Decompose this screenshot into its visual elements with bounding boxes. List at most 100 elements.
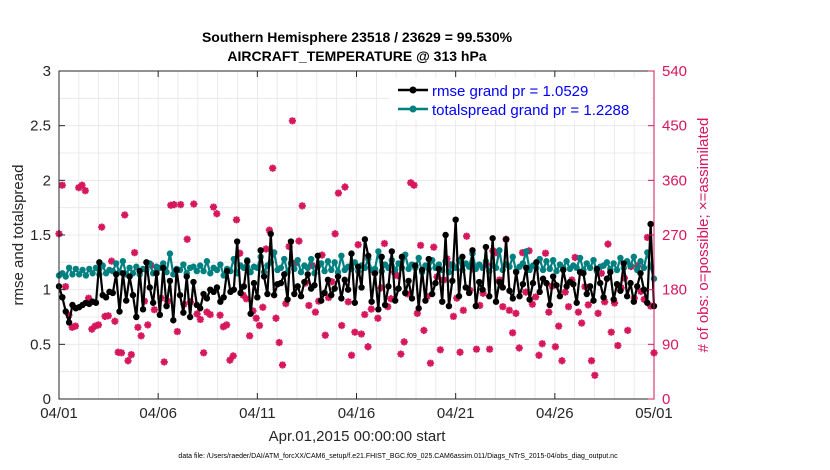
rmse-series-point <box>546 301 553 309</box>
rmse-series-point <box>112 271 120 278</box>
obs-count-point <box>324 293 333 302</box>
x-tick-label: 05/01 <box>635 405 673 422</box>
totalspread-series-point <box>207 270 214 277</box>
obs-count-point <box>334 189 343 197</box>
obs-count-point <box>61 283 70 291</box>
obs-count-point <box>512 309 520 317</box>
rmse-series-point <box>123 297 130 304</box>
rmse-series-point <box>539 275 547 282</box>
obs-count-point <box>492 249 500 257</box>
totalspread-series-point <box>304 264 311 271</box>
rmse-series-point <box>149 299 157 306</box>
rmse-series-point <box>607 268 614 276</box>
obs-count-point <box>463 232 471 240</box>
obs-count-point <box>65 311 73 319</box>
obs-count-point <box>252 314 260 322</box>
rmse-series-point <box>59 294 66 301</box>
x-tick-label: 04/06 <box>139 405 177 422</box>
rmse-series-point <box>512 268 520 276</box>
y-tick-label: 2.5 <box>30 118 51 135</box>
rmse-series-point <box>277 279 285 287</box>
obs-count-point <box>522 288 530 296</box>
obs-count-point <box>200 349 208 357</box>
rmse-series-point <box>455 293 463 300</box>
rmse-series-point <box>136 267 143 275</box>
rmse-series-point <box>304 271 311 278</box>
rmse-series-point <box>583 290 590 298</box>
rmse-series-point <box>610 296 617 303</box>
obs-count-point <box>150 306 158 314</box>
totalspread-series-point <box>294 256 301 264</box>
rmse-series-point <box>415 305 422 312</box>
obs-count-point <box>374 314 382 322</box>
rmse-series-point <box>321 289 328 297</box>
obs-count-point <box>535 351 543 359</box>
y-tick-label: 0 <box>43 391 51 408</box>
rmse-series-point <box>220 294 227 301</box>
rmse-series-point <box>590 297 597 304</box>
obs-count-point <box>219 323 227 331</box>
x-tick-label: 04/11 <box>239 405 275 422</box>
rmse-series-point <box>291 290 298 298</box>
obs-count-point <box>532 293 540 301</box>
totalspread-series-point <box>583 260 590 267</box>
obs-count-point <box>341 183 349 191</box>
obs-count-point <box>393 272 402 280</box>
obs-count-point <box>107 257 116 265</box>
obs-count-point <box>249 307 257 315</box>
rmse-series-point <box>560 266 567 274</box>
totalspread-series-point <box>112 260 120 267</box>
rmse-series-point <box>102 294 110 301</box>
obs-count-point <box>269 164 277 172</box>
rmse-series-point <box>408 295 416 302</box>
obs-count-point <box>196 315 204 324</box>
obs-count-point <box>578 319 586 327</box>
obs-count-point <box>321 331 329 339</box>
obs-count-point <box>423 292 431 300</box>
axes: 04/01 04/06 04/11 04/16 04/21 04/26 05/0100.51… <box>30 63 687 422</box>
totalspread-series-point <box>627 262 634 269</box>
rmse-series-point <box>613 281 621 288</box>
y2-tick-label: 360 <box>662 172 687 189</box>
rmse-series-point <box>354 263 362 270</box>
obs-count-point <box>426 359 435 367</box>
obs-count-point <box>58 181 66 189</box>
rmse-series-point <box>240 283 248 290</box>
rmse-series-point <box>402 289 409 297</box>
totalspread-series-point <box>328 266 335 274</box>
obs-count-point <box>259 303 267 311</box>
totalspread-series-point <box>586 264 594 271</box>
rmse-series-point <box>381 301 389 309</box>
obs-count-point <box>137 332 145 340</box>
obs-count-point <box>134 323 142 331</box>
rmse-series-point <box>176 291 184 299</box>
y2-tick-label: 540 <box>662 63 687 80</box>
obs-count-point <box>387 295 395 303</box>
y2-tick-label: 180 <box>662 282 687 299</box>
totalspread-series-point <box>62 273 69 280</box>
totalspread-series-point <box>523 248 530 255</box>
y2-axis-label: # of obs: o=possible; ×=assimilated <box>695 118 712 353</box>
obs-count-point <box>78 181 86 189</box>
obs-count-point <box>81 187 89 195</box>
obs-count-point <box>357 330 366 338</box>
rmse-series-point <box>580 270 587 277</box>
obs-count-point <box>177 201 185 209</box>
obs-count-point <box>206 310 214 319</box>
legend-marker-rmse <box>409 86 417 94</box>
totalspread-series-point <box>281 255 288 263</box>
obs-count-point <box>410 181 418 189</box>
rmse-series-point <box>139 306 147 313</box>
y2-tick-label: 450 <box>662 118 687 135</box>
rmse-series-point <box>328 291 335 299</box>
obs-count-point <box>413 309 421 317</box>
rmse-series-point <box>506 287 513 294</box>
rmse-series-point <box>600 294 607 301</box>
obs-count-point <box>377 284 385 292</box>
obs-count-point <box>459 306 467 314</box>
totalspread-series-point <box>119 258 127 265</box>
totalspread-series-point <box>297 268 305 276</box>
obs-count-point <box>597 269 606 277</box>
rmse-series-point <box>489 235 496 242</box>
rmse-series-point <box>186 313 194 321</box>
